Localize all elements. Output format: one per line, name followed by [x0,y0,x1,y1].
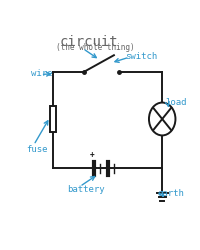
Text: fuse: fuse [27,145,48,154]
Bar [50,107,56,132]
Text: battery: battery [67,184,104,193]
Text: switch: switch [124,52,156,60]
Text: wire: wire [31,69,53,78]
Circle shape [148,103,175,136]
Text: earth: earth [157,188,183,197]
Text: +: + [89,149,94,158]
Text: (the whole thing): (the whole thing) [56,42,134,51]
Text: circuit: circuit [59,35,117,49]
Text: load: load [165,98,186,107]
